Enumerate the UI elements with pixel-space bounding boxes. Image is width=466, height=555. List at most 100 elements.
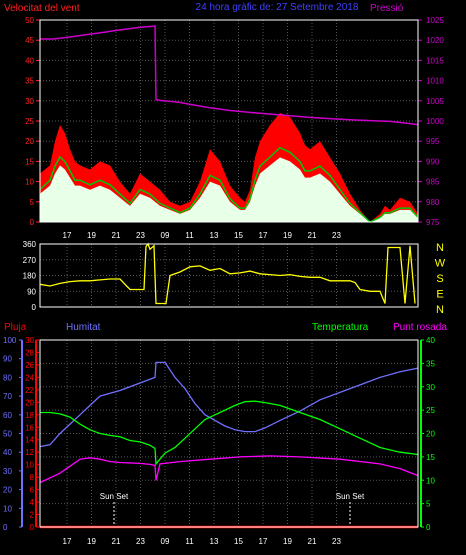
direction-tick-label: 270 — [23, 256, 37, 265]
dewpoint-line — [39, 455, 419, 484]
direction-tick-label: 90 — [27, 287, 36, 296]
wind-speed-line — [39, 146, 419, 223]
hour-tick-label: 23 — [332, 231, 341, 240]
pressure-tick-label: 985 — [426, 178, 440, 187]
pressure-tick-label: 1010 — [426, 77, 444, 86]
temperature-tick-label: 40 — [426, 336, 435, 345]
compass-label: N — [436, 242, 444, 254]
hour-tick-label: 11 — [185, 231, 194, 240]
compass-label: E — [436, 289, 443, 301]
direction-tick-label: 0 — [32, 303, 37, 312]
wind-tick-label: 50 — [25, 16, 34, 25]
humidity-tick-label: 20 — [3, 486, 12, 495]
humidity-tick-label: 30 — [3, 467, 12, 476]
sunset-label: Sun Set — [100, 492, 129, 501]
compass-label: S — [436, 273, 443, 285]
climate-hour-tick-label: 19 — [87, 537, 96, 546]
wind-tick-label: 15 — [25, 157, 34, 166]
humidity-tick-label: 40 — [3, 448, 12, 457]
pressure-line — [40, 25, 419, 126]
climate-hour-tick-label: 13 — [210, 537, 219, 546]
temperature-tick-label: 5 — [426, 500, 431, 509]
climate-hour-tick-label: 21 — [308, 537, 317, 546]
climate-hour-tick-label: 17 — [259, 537, 268, 546]
hour-tick-label: 21 — [308, 231, 317, 240]
rain-tick-label: 4 — [30, 498, 35, 507]
humidity-axis-label: Humitat — [66, 322, 101, 333]
humidity-tick-label: 80 — [3, 373, 12, 382]
hour-tick-label: 13 — [210, 231, 219, 240]
climate-hour-tick-label: 23 — [332, 537, 341, 546]
temperature-axis-label: Temperatura — [312, 322, 369, 333]
wind-tick-label: 0 — [30, 218, 35, 227]
wind-tick-label: 45 — [25, 36, 34, 45]
rain-tick-label: 10 — [25, 461, 34, 470]
direction-panel-frame — [39, 243, 419, 308]
rain-tick-label: 16 — [25, 423, 34, 432]
rain-tick-label: 26 — [25, 361, 34, 370]
direction-tick-label: 360 — [23, 240, 37, 249]
climate-hour-tick-label: 23 — [136, 537, 145, 546]
sunset-label: Sun Set — [336, 492, 365, 501]
rain-tick-label: 14 — [25, 436, 34, 445]
pressure-tick-label: 1020 — [426, 36, 444, 45]
rain-axis-label: Pluja — [4, 322, 27, 333]
pressure-tick-label: 990 — [426, 157, 440, 166]
climate-hour-tick-label: 11 — [185, 537, 194, 546]
pressure-tick-label: 1015 — [426, 56, 444, 65]
temperature-tick-label: 15 — [426, 453, 435, 462]
rain-tick-label: 22 — [25, 386, 34, 395]
wind-tick-label: 35 — [25, 77, 34, 86]
humidity-tick-label: 70 — [3, 392, 12, 401]
climate-hour-tick-label: 17 — [63, 537, 72, 546]
compass-label: N — [436, 304, 444, 316]
pressure-tick-label: 995 — [426, 137, 440, 146]
humidity-tick-label: 50 — [3, 430, 12, 439]
wind-area — [40, 157, 418, 222]
hour-tick-label: 15 — [234, 231, 243, 240]
temperature-line — [40, 400, 419, 466]
climate-hour-tick-label: 09 — [161, 537, 170, 546]
climate-hour-tick-label: 15 — [234, 537, 243, 546]
rain-tick-label: 28 — [25, 348, 34, 357]
climate-hour-tick-label: 21 — [112, 537, 121, 546]
humidity-tick-label: 100 — [3, 336, 17, 345]
temperature-tick-label: 10 — [426, 476, 435, 485]
humidity-tick-label: 90 — [3, 355, 12, 364]
dewpoint-axis-label: Punt rosada — [393, 322, 447, 333]
pressure-tick-label: 975 — [426, 218, 440, 227]
humidity-tick-label: 10 — [3, 504, 12, 513]
hour-tick-label: 09 — [161, 231, 170, 240]
hour-tick-label: 17 — [259, 231, 268, 240]
wind-tick-label: 20 — [25, 137, 34, 146]
humidity-tick-label: 60 — [3, 411, 12, 420]
pressure-axis-label: Pressió — [370, 3, 404, 14]
rain-tick-label: 6 — [30, 486, 35, 495]
wind-speed-axis-label: Velocitat del vent — [4, 3, 80, 14]
climate-panel-frame — [39, 339, 419, 528]
rain-tick-label: 12 — [25, 448, 34, 457]
temperature-tick-label: 25 — [426, 406, 435, 415]
pressure-tick-label: 1025 — [426, 16, 444, 25]
wind-tick-label: 30 — [25, 97, 34, 106]
hour-tick-label: 17 — [63, 231, 72, 240]
temperature-tick-label: 20 — [426, 430, 435, 439]
temperature-tick-label: 30 — [426, 383, 435, 392]
temperature-tick-label: 0 — [426, 523, 431, 532]
temperature-tick-label: 35 — [426, 359, 435, 368]
wind-tick-label: 40 — [25, 56, 34, 65]
compass-label: W — [435, 258, 446, 270]
chart-title: 24 hora gràfic de: 27 Setembre 2018 — [196, 2, 359, 13]
wind-tick-label: 5 — [30, 198, 35, 207]
direction-tick-label: 180 — [23, 272, 37, 281]
rain-tick-label: 20 — [25, 398, 34, 407]
humidity-line — [39, 361, 419, 448]
humidity-tick-label: 0 — [3, 523, 8, 532]
wind-tick-label: 25 — [25, 117, 34, 126]
wind-tick-label: 10 — [25, 178, 34, 187]
rain-tick-label: 8 — [30, 473, 35, 482]
rain-tick-label: 30 — [25, 336, 34, 345]
rain-tick-label: 24 — [25, 373, 34, 382]
rain-tick-label: 2 — [30, 511, 35, 520]
